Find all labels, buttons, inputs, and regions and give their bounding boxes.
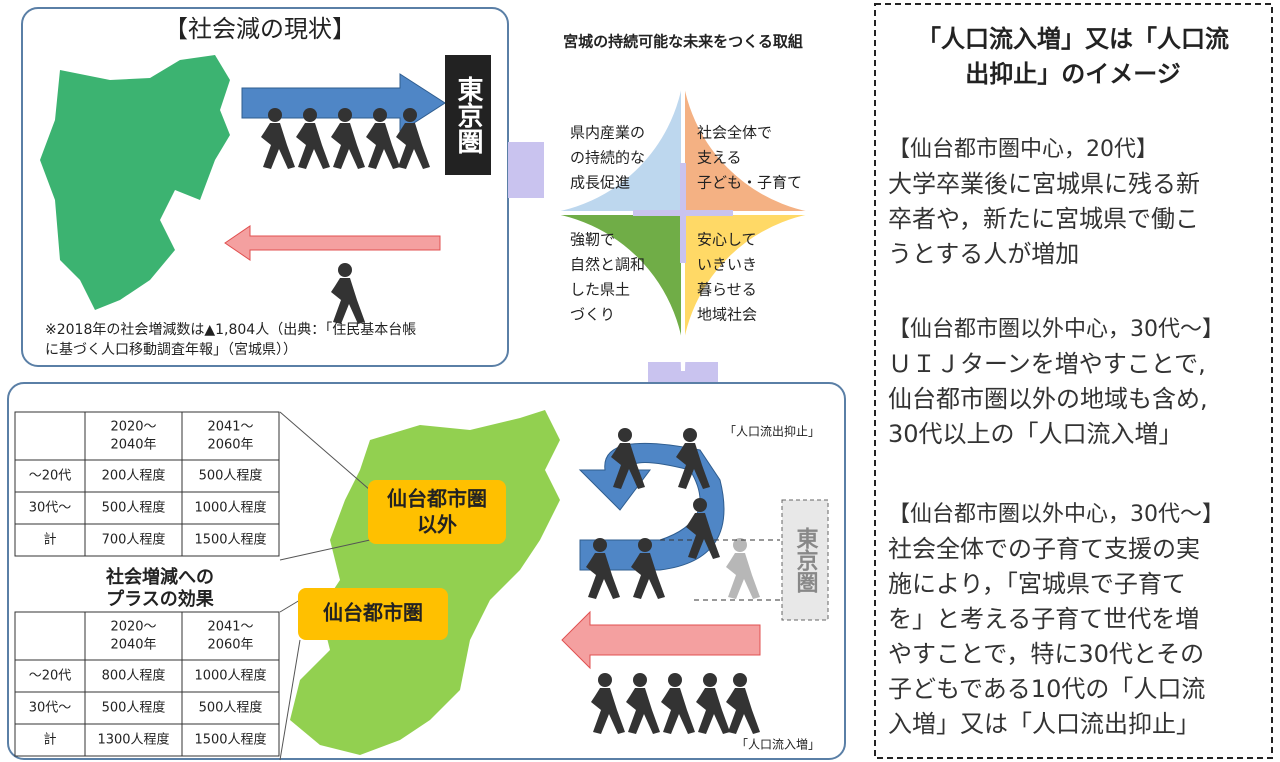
quadrant-line: いきいき — [697, 256, 757, 274]
table-cell: 1000人程度 — [194, 668, 266, 684]
outflow-label: 「人口流出抑止」 — [724, 424, 820, 439]
block-line: 施により，「宮城県で子育て — [888, 570, 1186, 598]
table-cell: 計 — [43, 532, 56, 548]
quadrant — [524, 211, 685, 372]
block-line: 卒者や，新たに宮城県で働こ — [888, 205, 1199, 233]
block-line: を」と考える子育て世代を増 — [888, 605, 1199, 633]
quadrant-line: 安心して — [697, 231, 757, 249]
quadrant-line: 強靭で — [570, 231, 615, 249]
quadrant-line: 自然と調和 — [570, 256, 645, 274]
quadrant-line: 支える — [697, 149, 742, 167]
table-cell: 計 — [43, 732, 56, 748]
region-label-box — [298, 588, 448, 640]
table-cell: 1500人程度 — [194, 532, 266, 548]
leader-line — [279, 639, 301, 761]
table-header: 2040年 — [110, 638, 156, 653]
quadrant-line: の持続的な — [570, 149, 645, 167]
table — [14, 611, 280, 757]
region-label: 以外 — [417, 513, 457, 537]
table-cell: 500人程度 — [199, 468, 263, 484]
dashed-line — [660, 539, 780, 601]
region-label: 仙台都市圏 — [387, 487, 487, 511]
quadrant-line: 成長促進 — [570, 174, 630, 192]
effect-label: プラスの効果 — [106, 588, 215, 610]
connector — [508, 142, 544, 198]
block-heading: 【仙台都市圏以外中心，30代～】 — [888, 317, 1224, 342]
retention-arrow — [578, 442, 725, 571]
destination-label: 東京圏 — [793, 527, 819, 593]
region-label-box — [368, 480, 506, 544]
region-label: 仙台都市圏 — [323, 601, 423, 625]
block-line: 社会全体での子育て支援の実 — [888, 535, 1200, 563]
table-cell: 700人程度 — [102, 532, 166, 548]
quadrant-line: した県土 — [570, 281, 630, 299]
table-cell: ～20代 — [29, 669, 72, 684]
block-line: うとする人が増加 — [888, 240, 1079, 268]
note-line: に基づく人口移動調査年報」（宮城県）） — [45, 341, 297, 358]
block-line: やすことで，特に30代とその — [888, 640, 1204, 668]
block-line: 仙台都市圏以外の地域も含め, — [888, 385, 1208, 413]
table-cell: 500人程度 — [102, 700, 166, 716]
quadrant-line: 暮らせる — [697, 281, 757, 299]
destination-label: 東京圏 — [453, 76, 483, 154]
leader-line — [279, 539, 371, 561]
table-cell: 30代～ — [29, 501, 72, 516]
note-line: ※2018年の社会増減数は▲1,804人（出典：「住民基本台帳 — [45, 321, 416, 338]
quadrant — [681, 54, 842, 215]
map — [40, 55, 230, 310]
inflow-arrow — [224, 225, 441, 261]
quadrant — [524, 54, 685, 215]
table-cell: 1300人程度 — [97, 732, 169, 748]
destination-box — [445, 55, 491, 175]
image-title: 出抑止」のイメージ — [965, 60, 1181, 88]
table-cell: 30代～ — [29, 701, 72, 716]
destination-box — [781, 499, 829, 621]
table-header: 2020～ — [110, 420, 156, 435]
quadrant-line: 地域社会 — [697, 306, 757, 324]
inflow-label: 「人口流入増」 — [736, 738, 820, 752]
quadrant-line: 県内産業の — [570, 124, 645, 142]
table-cell: 500人程度 — [199, 700, 263, 716]
leader-line — [279, 411, 371, 491]
block-line: ＵＩＪターンを増やすことで, — [888, 350, 1206, 378]
block-heading: 【仙台都市圏中心，20代】 — [888, 137, 1158, 162]
quadrant — [681, 211, 842, 372]
outflow-arrow — [241, 73, 446, 133]
image-panel — [874, 3, 1273, 759]
table-header: 2060年 — [207, 438, 253, 453]
table-header: 2041～ — [207, 620, 253, 635]
table-cell: 500人程度 — [102, 500, 166, 516]
panel-title: 【社会減の現状】 — [164, 15, 356, 43]
image-title: 「人口流入増」又は「人口流 — [917, 25, 1229, 53]
block-line: 30代以上の「人口流入増」 — [888, 420, 1183, 448]
table-cell: 1500人程度 — [194, 732, 266, 748]
block-line: 大学卒業後に宮城県に残る新 — [888, 170, 1200, 198]
table — [14, 411, 280, 557]
quadrant-line: づくり — [570, 306, 615, 324]
table-cell: 1000人程度 — [194, 500, 266, 516]
quadrant-line: 社会全体で — [697, 124, 772, 142]
table-cell: 200人程度 — [102, 468, 166, 484]
table-header: 2040年 — [110, 438, 156, 453]
center-title: 宮城の持続可能な未来をつくる取組 — [563, 33, 803, 51]
inflow-arrow — [561, 610, 761, 670]
table-cell: ～20代 — [29, 469, 72, 484]
block-line: 子どもである10代の「人口流 — [888, 675, 1205, 703]
table-header: 2060年 — [207, 638, 253, 653]
table-cell: 800人程度 — [102, 668, 166, 684]
table-header: 2041～ — [207, 420, 253, 435]
leader-line — [279, 599, 301, 613]
quadrant-line: 子ども・子育て — [697, 174, 802, 192]
effect-label: 社会増減への — [106, 566, 214, 588]
cross — [633, 210, 733, 216]
table-header: 2020～ — [110, 620, 156, 635]
block-heading: 【仙台都市圏以外中心，30代～】 — [888, 502, 1224, 527]
block-line: 入増」又は「人口流出抑止」 — [888, 710, 1200, 738]
